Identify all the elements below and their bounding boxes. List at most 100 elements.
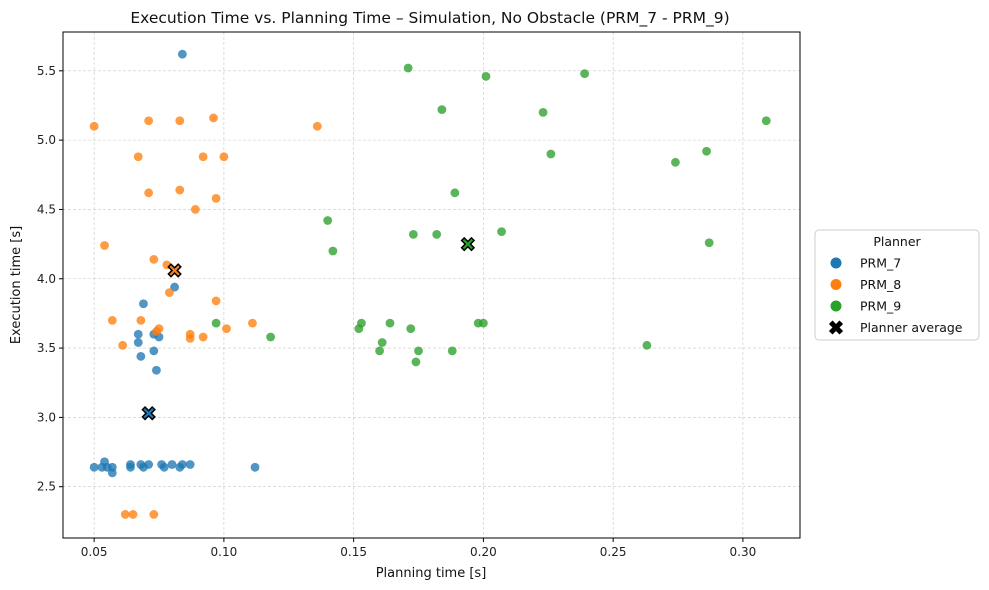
prm-8-point — [149, 510, 159, 519]
prm-9-point — [408, 230, 418, 239]
prm-7-point — [139, 299, 148, 309]
prm-9-point — [481, 71, 491, 81]
x-axis-label: Planning time [s] — [376, 566, 487, 581]
prm-8-point — [185, 333, 195, 343]
prm-9-point — [411, 357, 421, 367]
prm-7-point — [177, 49, 187, 59]
prm-9-point — [580, 69, 590, 78]
prm-7-point — [170, 282, 179, 292]
y-tick-label: 4.0 — [37, 272, 56, 286]
prm-8-point — [144, 188, 154, 198]
x-axis: 0.05 0.10 0.15 0.20 0.25 0.30 — [81, 538, 756, 559]
prm-8-point — [222, 324, 231, 334]
prm-7-point — [152, 365, 161, 375]
prm-9-point — [702, 146, 711, 156]
average-markers — [141, 236, 476, 421]
prm-9-point — [538, 108, 548, 117]
prm-7-point — [133, 329, 143, 339]
prm-9-point — [375, 346, 384, 356]
prm-9-point — [450, 188, 460, 198]
prm-9-point — [403, 63, 413, 73]
prm-8-point — [219, 152, 229, 162]
prm-9-point — [546, 149, 556, 159]
prm-7-point — [185, 460, 195, 469]
plot-area — [62, 31, 801, 539]
prm-8-point — [175, 116, 185, 126]
prm-8-point — [128, 510, 138, 519]
prm-7-point — [149, 346, 159, 356]
x-tick-label: 0.30 — [730, 545, 757, 559]
prm-7-point — [144, 460, 154, 469]
prm-7-point — [159, 462, 169, 472]
prm-8-point — [118, 340, 128, 350]
legend-label: PRM_7 — [860, 256, 901, 271]
prm-8-point — [198, 332, 208, 342]
prm-9-point — [328, 246, 338, 256]
prm-9-point — [642, 340, 652, 350]
prm-7-point — [250, 462, 260, 472]
prm-9-point — [704, 238, 714, 248]
legend-marker-prm-9 — [830, 300, 842, 312]
prm-8-point — [107, 315, 117, 325]
x-tick-label: 0.10 — [211, 545, 238, 559]
legend-marker-average — [828, 320, 844, 335]
y-tick-label: 4.5 — [37, 202, 56, 216]
prm-7-point — [136, 351, 146, 361]
y-tick-label: 2.5 — [37, 480, 56, 494]
legend: Planner PRM_7 PRM_8 PRM_9 Planner average — [814, 229, 980, 341]
prm-9-point — [432, 230, 442, 239]
prm-9-point — [266, 332, 276, 342]
prm-9-average-marker — [460, 236, 476, 252]
prm-9-point — [354, 324, 364, 334]
prm-8-point — [152, 327, 161, 336]
x-tick-label: 0.25 — [600, 545, 627, 559]
prm-9-point — [323, 216, 333, 225]
x-tick-label: 0.20 — [470, 545, 497, 559]
data-points — [89, 49, 771, 519]
y-tick-label: 3.5 — [37, 341, 56, 355]
prm-9-point — [406, 324, 416, 334]
prm-8-point — [190, 205, 200, 214]
prm-8-point — [211, 193, 221, 203]
y-axis-label: Execution time [s] — [9, 226, 24, 344]
y-tick-label: 5.5 — [37, 64, 56, 78]
prm-8-point — [164, 288, 174, 298]
prm-9-point — [414, 346, 423, 356]
prm-8-average-marker — [167, 263, 182, 278]
prm-8-point — [211, 296, 221, 306]
x-tick-label: 0.15 — [340, 545, 367, 559]
prm-7-point — [107, 468, 117, 478]
y-axis: 2.5 3.0 3.5 4.0 4.5 5.0 5.5 — [37, 64, 63, 494]
legend-label: PRM_8 — [860, 277, 901, 292]
prm-9-point — [385, 318, 395, 328]
prm-8-point — [248, 318, 257, 328]
prm-8-point — [100, 241, 109, 250]
prm-7-point — [126, 462, 135, 472]
prm-9-point — [497, 227, 506, 237]
chart-title: Execution Time vs. Planning Time – Simul… — [130, 9, 729, 28]
prm-9-point — [377, 338, 387, 347]
prm-9-point — [447, 346, 457, 356]
prm-9-point — [211, 318, 221, 328]
prm-8-point — [89, 121, 99, 131]
prm-7-point — [167, 460, 177, 469]
prm-7-point — [89, 462, 99, 472]
y-tick-label: 5.0 — [37, 133, 56, 147]
prm-8-point — [209, 113, 218, 123]
legend-marker-prm-7 — [830, 257, 842, 269]
legend-marker-prm-8 — [830, 279, 842, 290]
y-tick-label: 3.0 — [37, 410, 56, 424]
prm-8-point — [120, 510, 130, 519]
prm-8-point — [149, 254, 159, 264]
prm-8-point — [175, 185, 185, 195]
prm-7-average-marker — [141, 405, 156, 421]
prm-8-point — [312, 121, 322, 131]
prm-7-point — [177, 460, 187, 469]
prm-9-point — [671, 157, 680, 167]
prm-7-point — [133, 338, 143, 347]
grid — [63, 32, 800, 538]
prm-8-point — [198, 152, 208, 162]
legend-label: Planner average — [860, 320, 963, 335]
prm-9-point — [479, 318, 488, 328]
